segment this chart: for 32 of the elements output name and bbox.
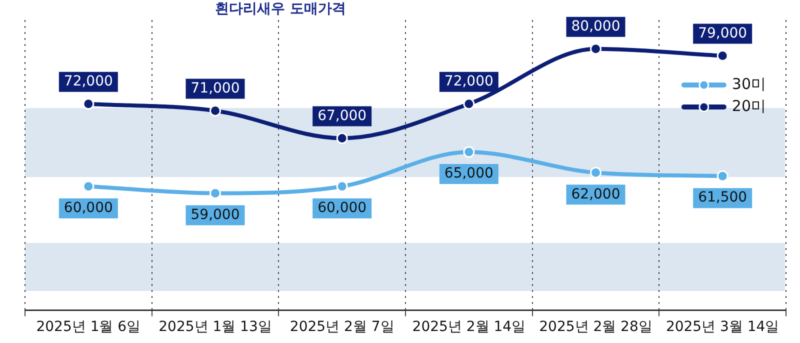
point [716,50,728,62]
data-label: 71,000 [190,80,240,96]
legend-label: 20미 [732,96,766,115]
data-label: 67,000 [318,108,367,124]
point [336,132,348,144]
point [463,146,475,158]
data-label: 61,500 [698,190,748,206]
data-label: 79,000 [698,25,748,42]
point [82,98,94,110]
data-label: 60,000 [64,200,113,216]
x-tick-label: 2025년 1월 6일 [36,319,141,336]
point [716,170,728,182]
data-label: 72,000 [444,74,494,90]
x-tick-label: 2025년 3월 14일 [666,319,780,336]
legend-label: 30미 [732,74,766,93]
x-tick-label: 2025년 2월 7일 [290,319,394,336]
point [82,180,94,192]
data-label: 65,000 [444,166,494,182]
point [590,43,602,55]
x-tick-label: 2025년 1월 13일 [158,319,272,336]
point [463,98,475,110]
data-label: 59,000 [190,206,240,223]
chart-title: 흰다리새우 도매가격 [215,0,346,18]
data-label: 60,000 [318,200,367,216]
x-tick-label: 2025년 2월 14일 [412,319,526,336]
data-label: 80,000 [571,18,620,35]
point [590,166,602,178]
data-label: 62,000 [571,186,620,202]
data-label: 72,000 [64,74,113,90]
x-tick-label: 2025년 2월 28일 [539,319,652,336]
point [210,105,221,116]
point [336,180,348,192]
